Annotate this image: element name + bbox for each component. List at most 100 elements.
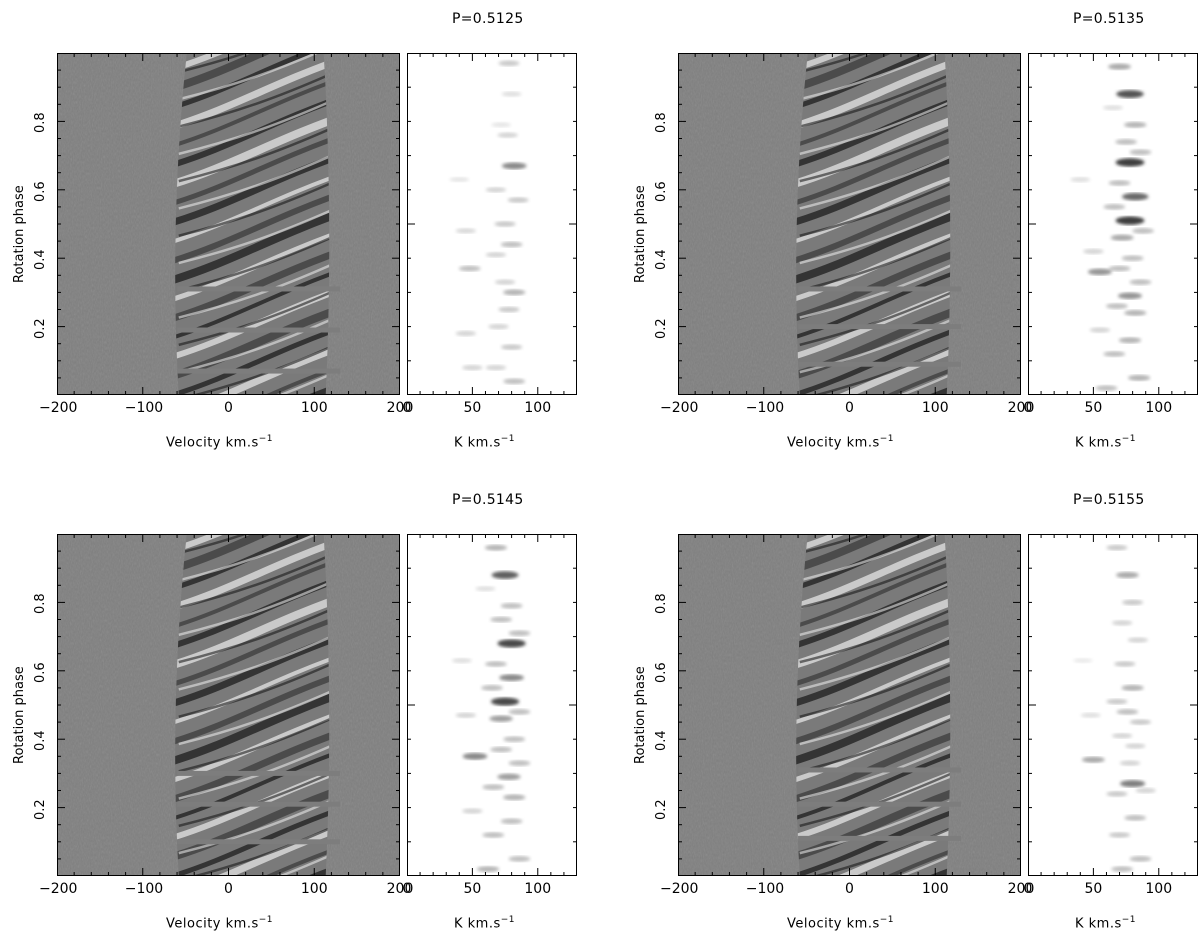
k-x-tick-label: 100 — [524, 400, 552, 416]
k-map-peak — [1095, 385, 1118, 392]
y-tick-label: 0.6 — [654, 181, 669, 202]
x-tick-label: 100 — [921, 400, 949, 416]
k-map-peak — [455, 228, 476, 234]
spot-track-fine — [178, 53, 330, 101]
k-map-peak — [458, 265, 481, 272]
k-map-peak — [1080, 712, 1101, 718]
dynamic-spectrum-ticks — [57, 534, 400, 876]
x-tick-label: 0 — [845, 400, 854, 416]
k-map-peak — [1103, 105, 1123, 111]
k-x-tick-label: 0 — [402, 400, 412, 416]
k-map-peak — [1129, 856, 1152, 862]
k-map-peak — [1106, 698, 1128, 705]
spot-track — [175, 672, 330, 746]
y-tick-label: 0.4 — [33, 730, 48, 752]
y-axis-label: Rotation phase — [12, 666, 27, 764]
k-map-peak — [485, 252, 507, 258]
spot-track — [175, 729, 330, 804]
k-map-frame — [1028, 534, 1198, 876]
y-tick-label: 0.2 — [33, 317, 48, 339]
k-map-peak — [497, 639, 526, 648]
spot-track-fine — [178, 636, 330, 691]
k-map-peak — [500, 818, 523, 825]
k-x-tick-label: 50 — [1084, 400, 1103, 416]
k-map-peak — [1089, 327, 1111, 333]
k-map-peak — [501, 91, 522, 97]
x-tick-label: 100 — [300, 881, 328, 897]
spot-track — [796, 56, 951, 132]
x-axis-label-text: Velocity km.s — [166, 435, 259, 451]
x-tick-label: 100 — [300, 400, 328, 416]
k-map-peak — [1106, 791, 1128, 797]
spot-track — [796, 172, 951, 245]
k-map-peak — [494, 221, 516, 227]
y-tick-label: 0.6 — [654, 662, 669, 683]
phase-gap — [177, 368, 340, 374]
spot-track — [175, 56, 330, 132]
k-axis-label-exponent: −1 — [500, 915, 516, 925]
spot-track-fine — [799, 663, 951, 718]
x-tick-label: −200 — [39, 400, 78, 416]
spot-track — [796, 558, 951, 630]
spot-track — [175, 53, 330, 74]
k-map-peak — [1127, 637, 1149, 643]
k-map-peak — [455, 330, 477, 337]
k-map-peak — [1119, 760, 1141, 766]
k-x-tick-label: 100 — [1145, 400, 1173, 416]
k-map-peak — [1115, 216, 1145, 225]
dynamic-spectrum-ticks — [57, 53, 400, 395]
k-map-peak — [484, 544, 508, 551]
panel-title: P=0.5125 — [452, 11, 524, 27]
k-axis-label: K km.s−1 — [454, 434, 515, 450]
y-tick-label: 0.6 — [33, 662, 48, 683]
k-map-peak — [1081, 756, 1105, 763]
k-map-plot — [407, 534, 577, 876]
k-map-peak — [508, 760, 531, 766]
k-map-peak — [1128, 374, 1151, 381]
spot-track — [175, 534, 330, 575]
k-map-peak — [1124, 309, 1147, 316]
y-tick-label: 0.8 — [33, 593, 48, 615]
spot-track-fine — [799, 291, 951, 347]
y-tick-label: 0.6 — [33, 181, 48, 202]
k-map-peak — [503, 378, 526, 385]
k-axis-label: K km.s−1 — [1075, 434, 1136, 450]
k-map-peak — [1124, 121, 1147, 128]
spot-track-fine — [799, 690, 951, 746]
spot-track-fine — [178, 534, 330, 555]
k-map-peak — [490, 697, 520, 706]
spot-track-fine — [178, 182, 330, 237]
k-map-peak — [1103, 204, 1126, 210]
spot-track-fine — [178, 554, 330, 609]
spot-track — [175, 537, 330, 613]
phase-gap — [798, 801, 961, 807]
spot-track-fine — [178, 373, 330, 395]
k-axis-label-text: K km.s — [1075, 916, 1122, 932]
spot-track — [796, 268, 951, 341]
spot-track — [175, 615, 330, 688]
x-tick-label: −200 — [660, 881, 699, 897]
phase-gap — [798, 835, 961, 841]
spot-track — [796, 364, 951, 395]
phase-gap — [798, 361, 961, 367]
k-x-tick-label: 0 — [1023, 881, 1033, 897]
phase-gap — [798, 767, 961, 773]
spot-track — [175, 653, 330, 726]
k-map-peak — [1116, 708, 1139, 715]
line-profile-features — [175, 53, 330, 395]
x-tick-label: 100 — [921, 881, 949, 897]
phase-gap — [177, 801, 340, 807]
spot-track-fine — [178, 608, 330, 664]
spot-track — [175, 53, 330, 94]
spot-track — [796, 134, 951, 207]
spot-track — [175, 364, 330, 395]
spot-track — [175, 134, 330, 207]
k-map-frame — [1028, 53, 1198, 395]
x-tick-label: −100 — [124, 400, 164, 416]
spot-track — [175, 191, 330, 265]
k-map-peak — [503, 289, 526, 296]
k-map-plot — [1028, 53, 1198, 395]
spot-track — [796, 53, 951, 74]
k-map-peak — [1070, 177, 1091, 183]
